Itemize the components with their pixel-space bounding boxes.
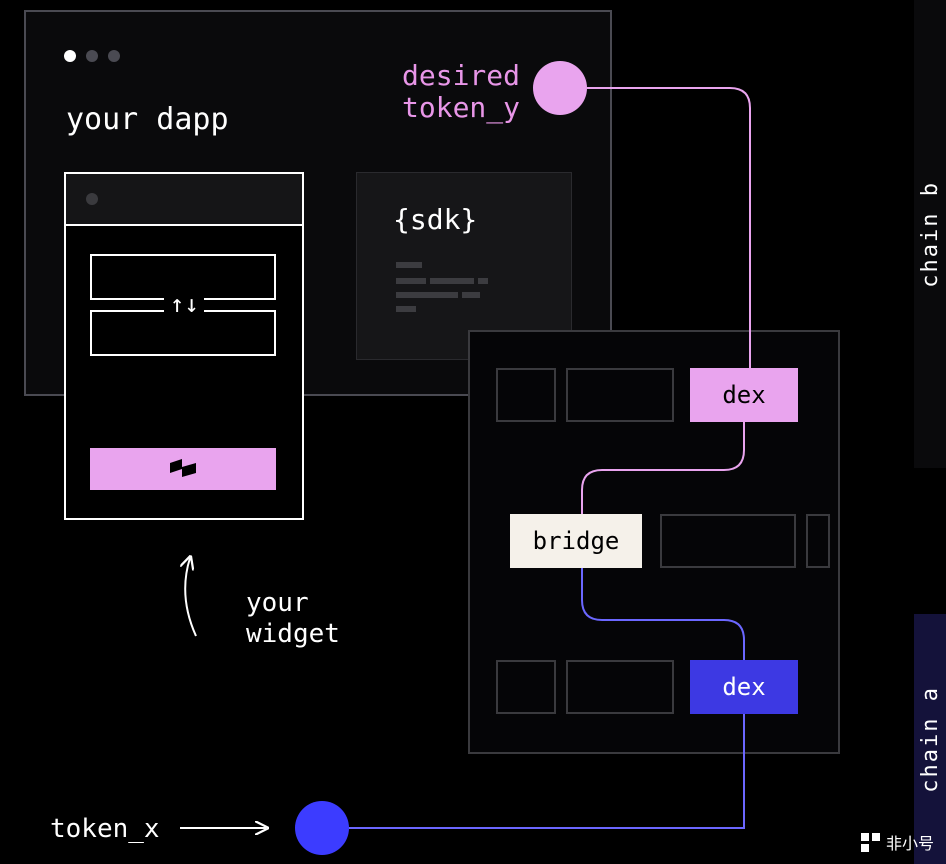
watermark-text: 非小号 [886, 830, 934, 854]
route-tile [566, 660, 674, 714]
dex-top-label: dex [722, 381, 765, 409]
chain-b-strip: chain b [914, 0, 946, 468]
token-x-label: token_x [50, 814, 160, 844]
code-line [462, 292, 480, 298]
widget-action-bar[interactable] [90, 448, 276, 490]
desired-label: desired token_y [402, 60, 520, 124]
route-tile [496, 660, 556, 714]
route-tile [660, 514, 796, 568]
watermark-icon [861, 833, 880, 852]
desired-l2: token_y [402, 92, 520, 124]
dex-top: dex [690, 368, 798, 422]
token-x-node [295, 801, 349, 855]
dapp-title: your dapp [66, 102, 229, 137]
dex-bottom-label: dex [722, 673, 765, 701]
dot-icon [86, 193, 98, 205]
code-line [396, 306, 416, 312]
sdk-title: {sdk} [357, 173, 571, 236]
chain-b-label: chain b [918, 181, 943, 288]
bridge: bridge [510, 514, 642, 568]
dex-bottom: dex [690, 660, 798, 714]
window-traffic-dots [64, 50, 120, 62]
widget-annotation-l1: your [246, 588, 340, 619]
widget-logo-icon [168, 457, 198, 481]
dot-icon [86, 50, 98, 62]
widget-titlebar [66, 174, 302, 226]
code-line [396, 262, 422, 268]
route-tile [806, 514, 830, 568]
widget-annotation-l2: widget [246, 619, 340, 650]
route-tile [566, 368, 674, 422]
dot-icon [108, 50, 120, 62]
code-line [430, 278, 474, 284]
watermark: 非小号 [861, 830, 934, 854]
code-line [478, 278, 488, 284]
widget-annotation: your widget [246, 588, 340, 650]
chain-a-strip: chain a [914, 614, 946, 864]
bridge-label: bridge [533, 527, 620, 555]
code-line [396, 292, 458, 298]
swap-arrows-icon: ↑↓ [170, 290, 199, 318]
desired-l1: desired [402, 60, 520, 92]
route-tile [496, 368, 556, 422]
code-line [396, 278, 426, 284]
dot-active [64, 50, 76, 62]
chain-a-label: chain a [918, 686, 943, 793]
